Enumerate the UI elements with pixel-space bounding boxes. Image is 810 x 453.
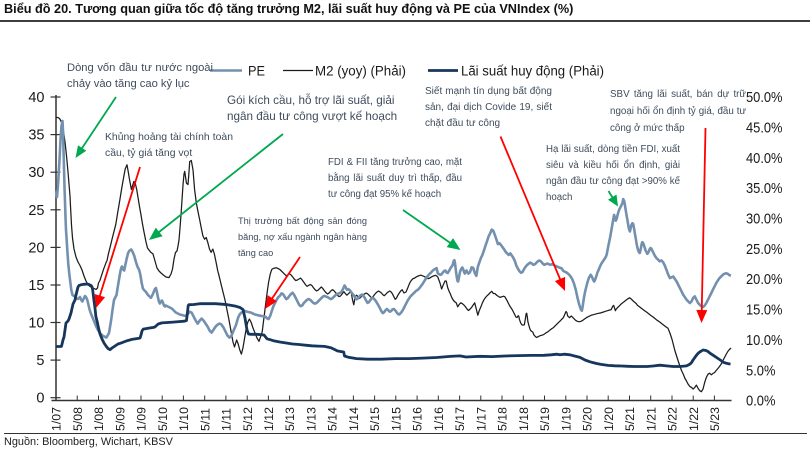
svg-text:50.0%: 50.0%: [746, 89, 783, 106]
svg-text:5/08: 5/08: [71, 407, 85, 431]
svg-text:15: 15: [28, 278, 44, 294]
svg-text:5/15: 5/15: [368, 407, 382, 431]
svg-text:0: 0: [36, 391, 44, 407]
svg-text:5/14: 5/14: [326, 407, 340, 431]
svg-text:0.0%: 0.0%: [746, 393, 776, 410]
svg-text:25.0%: 25.0%: [746, 241, 783, 258]
svg-text:5/16: 5/16: [411, 407, 425, 431]
svg-text:5/10: 5/10: [156, 407, 170, 431]
svg-text:5/22: 5/22: [666, 407, 680, 431]
svg-text:35: 35: [28, 128, 44, 144]
svg-text:1/07: 1/07: [50, 407, 64, 431]
svg-text:5/11: 5/11: [198, 408, 212, 431]
svg-text:5/21: 5/21: [623, 407, 637, 431]
svg-text:1/10: 1/10: [177, 407, 191, 431]
svg-text:1/15: 1/15: [389, 407, 403, 431]
svg-text:M2 (yoy) (Phải): M2 (yoy) (Phải): [315, 64, 406, 80]
svg-text:15.0%: 15.0%: [746, 302, 783, 319]
svg-text:1/14: 1/14: [347, 407, 361, 431]
svg-text:35.0%: 35.0%: [746, 180, 783, 197]
svg-text:1/20: 1/20: [602, 407, 616, 431]
svg-text:1/18: 1/18: [517, 407, 531, 431]
svg-text:5/20: 5/20: [581, 407, 595, 431]
svg-text:5/13: 5/13: [283, 407, 297, 431]
svg-text:1/21: 1/21: [644, 407, 658, 431]
svg-text:1/17: 1/17: [474, 407, 488, 431]
svg-text:1/09: 1/09: [135, 407, 149, 431]
svg-text:1/12: 1/12: [262, 407, 276, 431]
svg-text:30.0%: 30.0%: [746, 211, 783, 228]
svg-text:10: 10: [28, 316, 44, 332]
svg-text:20.0%: 20.0%: [746, 271, 783, 288]
svg-text:5: 5: [36, 353, 44, 369]
svg-text:25: 25: [28, 203, 44, 219]
svg-text:1/11: 1/11: [220, 408, 234, 431]
svg-text:30: 30: [28, 165, 44, 181]
svg-text:40: 40: [28, 90, 44, 106]
svg-text:1/19: 1/19: [559, 407, 573, 431]
svg-text:1/22: 1/22: [687, 407, 701, 431]
svg-text:PE: PE: [248, 64, 265, 80]
svg-text:5/23: 5/23: [708, 407, 722, 431]
svg-text:20: 20: [28, 240, 44, 256]
svg-text:5/19: 5/19: [538, 407, 552, 431]
svg-text:1/16: 1/16: [432, 407, 446, 431]
svg-text:5/17: 5/17: [453, 407, 467, 431]
svg-text:Lãi suất huy động (Phải): Lãi suất huy động (Phải): [461, 64, 604, 80]
svg-text:1/13: 1/13: [305, 407, 319, 431]
svg-text:40.0%: 40.0%: [746, 150, 783, 167]
svg-text:5/12: 5/12: [241, 407, 255, 431]
svg-text:10.0%: 10.0%: [746, 332, 783, 349]
svg-text:1/08: 1/08: [92, 407, 106, 431]
svg-text:5/18: 5/18: [496, 407, 510, 431]
svg-text:45.0%: 45.0%: [746, 120, 783, 137]
svg-text:5/09: 5/09: [113, 407, 127, 431]
svg-text:5.0%: 5.0%: [746, 362, 776, 379]
